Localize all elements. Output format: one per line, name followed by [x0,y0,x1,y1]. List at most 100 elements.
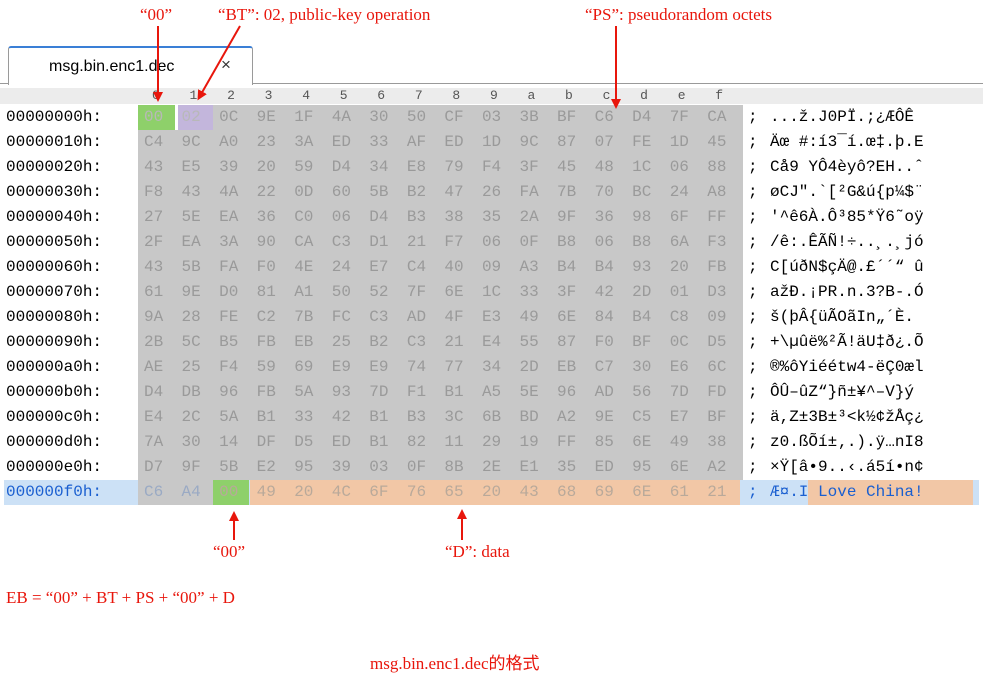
hex-byte[interactable]: 93 [331,383,351,401]
hex-byte[interactable]: 1C [632,158,652,176]
hex-row[interactable]: 00000000h: 00 02 0C 9E 1F 4A 30 50 CF 03 3B BF C6 D4 7F… [0,105,983,129]
hex-byte[interactable]: 7D [369,383,389,401]
hex-byte[interactable]: 48 [594,158,614,176]
hex-byte[interactable]: 84 [594,308,614,326]
hex-byte[interactable]: 7B [557,183,577,201]
ascii-text[interactable]: ä,Z±3B±³<k½¢žÅç¿ [770,408,924,426]
hex-byte[interactable]: A2 [707,458,727,476]
hex-byte[interactable]: E3 [481,308,502,326]
hex-byte[interactable]: 96 [557,383,577,401]
hex-byte[interactable]: D5 [294,433,314,451]
hex-byte[interactable]: BF [557,108,577,126]
hex-byte[interactable]: BF [707,408,727,426]
hex-byte[interactable]: 0C [669,333,689,351]
hex-row[interactable]: 00000080h: 9A 28 FE C2 7B FC C3 AD 4F E3 49 6E 84 B4 C8… [0,305,983,329]
hex-byte[interactable]: BC [632,183,652,201]
hex-byte[interactable]: 4E [294,258,314,276]
hex-row[interactable]: 00000030h: F8 43 4A 22 0D 60 5B B2 47 26 FA 7B 70 BC 24… [0,180,983,204]
hex-byte[interactable]: 20 [481,483,502,501]
hex-byte[interactable]: 6A [669,233,689,251]
hex-byte[interactable]: 65 [444,483,464,501]
hex-byte[interactable]: BD [519,408,539,426]
hex-byte[interactable]: 82 [406,433,427,451]
hex-byte[interactable]: 50 [331,283,351,301]
hex-byte[interactable]: 49 [519,308,539,326]
hex-byte[interactable]: B4 [632,308,652,326]
hex-byte[interactable]: F0 [594,333,614,351]
hex-byte[interactable]: 5B [219,458,239,476]
hex-byte[interactable]: 7D [669,383,689,401]
hex-byte[interactable]: 47 [444,183,464,201]
hex-byte[interactable]: 8B [444,458,464,476]
hex-byte[interactable]: BF [632,333,652,351]
hex-byte[interactable]: 6E [632,483,652,501]
hex-byte[interactable]: 76 [406,483,427,501]
hex-byte[interactable]: 5E [519,383,539,401]
hex-row[interactable]: 000000f0h: C6 A4 00 49 20 4C 6F 76 65 20 43 68 69 6E 61… [0,480,983,504]
tab-file[interactable]: msg.bin.enc1.dec × [8,46,253,85]
hex-byte[interactable]: 56 [632,383,652,401]
hex-byte[interactable]: 21 [707,483,727,501]
hex-byte[interactable]: 35 [481,208,502,226]
hex-byte[interactable]: 25 [181,358,201,376]
hex-byte[interactable]: FD [707,383,727,401]
ascii-text[interactable]: /ê:.ÊÃÑ!÷..¸.¸jó [770,233,924,251]
hex-byte[interactable]: 7A [144,433,164,451]
hex-byte[interactable]: 43 [144,158,164,176]
hex-row[interactable]: 000000e0h: D7 9F 5B E2 95 39 03 0F 8B 2E E1 35 ED 95 6E… [0,455,983,479]
hex-byte[interactable]: 0D [294,183,314,201]
ascii-text[interactable]: '^ê6À.Ô³85*Ÿ6˜oÿ [770,208,924,226]
hex-byte[interactable]: 40 [444,258,464,276]
hex-byte[interactable]: 5A [294,383,314,401]
hex-byte[interactable]: 01 [669,283,689,301]
hex-byte[interactable]: 3F [557,283,577,301]
hex-byte[interactable]: 59 [294,158,314,176]
hex-byte[interactable]: 61 [144,283,164,301]
hex-byte[interactable]: E6 [669,358,689,376]
hex-byte[interactable]: B3 [406,408,427,426]
hex-byte[interactable]: 59 [256,358,276,376]
hex-byte[interactable]: 9E [256,108,276,126]
hex-byte[interactable]: 4C [331,483,351,501]
hex-byte[interactable]: 93 [632,258,652,276]
hex-byte[interactable]: B1 [369,433,389,451]
hex-byte[interactable]: 87 [557,333,577,351]
hex-byte[interactable]: 42 [594,283,614,301]
hex-byte[interactable]: 70 [594,183,614,201]
hex-byte[interactable]: 88 [707,158,727,176]
hex-byte[interactable]: B8 [557,233,577,251]
hex-byte[interactable]: D4 [369,208,389,226]
hex-byte[interactable]: CA [707,108,727,126]
ascii-text[interactable]: š(þÂ{üÃ­OãIn„´È. [770,308,915,326]
hex-byte[interactable]: FA [519,183,539,201]
hex-byte[interactable]: 21 [406,233,427,251]
hex-byte[interactable]: 38 [444,208,464,226]
hex-byte[interactable]: 39 [331,458,351,476]
hex-byte[interactable]: 19 [519,433,539,451]
hex-byte[interactable]: 1D [481,133,502,151]
hex-byte[interactable]: 69 [594,483,614,501]
hex-byte[interactable]: 98 [632,208,652,226]
hex-byte[interactable]: 3B [519,108,539,126]
hex-byte[interactable]: B4 [594,258,614,276]
hex-byte[interactable]: E8 [406,158,427,176]
hex-byte[interactable]: 30 [632,358,652,376]
hex-byte[interactable]: 5B [369,183,389,201]
hex-byte[interactable]: 06 [331,208,351,226]
hex-byte[interactable]: C2 [256,308,276,326]
hex-byte[interactable]: E2 [256,458,276,476]
hex-byte[interactable]: FF [707,208,727,226]
hex-byte[interactable]: D4 [144,383,164,401]
hex-byte[interactable]: 2F [144,233,164,251]
hex-byte[interactable]: A1 [294,283,314,301]
hex-byte[interactable]: FC [331,308,351,326]
hex-byte[interactable]: 21 [444,333,464,351]
hex-byte[interactable]: C7 [594,358,614,376]
hex-byte[interactable]: D1 [369,233,389,251]
hex-byte[interactable]: EB [294,333,314,351]
hex-byte[interactable]: 0F [519,233,539,251]
hex-byte[interactable]: 9E [181,283,201,301]
hex-byte[interactable]: 43 [181,183,201,201]
ascii-text[interactable]: ×Ÿ[â•9..‹.á5í•n¢ [770,458,924,476]
hex-byte[interactable]: 34 [369,158,389,176]
